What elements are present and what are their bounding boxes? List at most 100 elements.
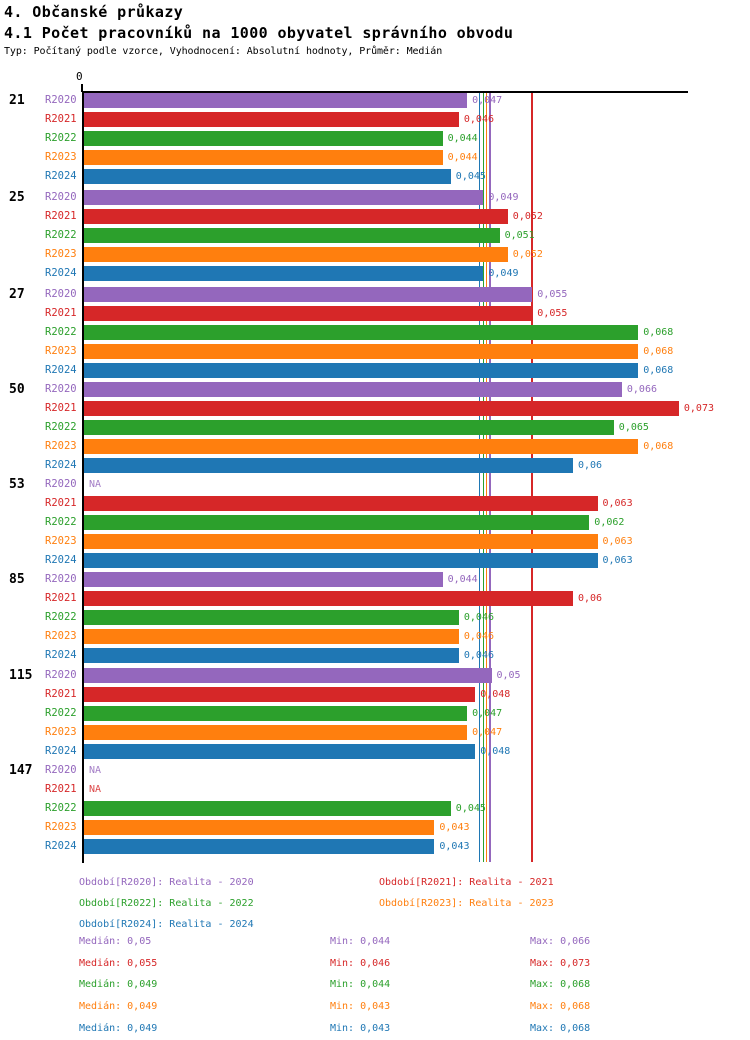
x-axis-line [84,91,688,93]
series-label-r2023: R2023 [45,345,77,357]
bar-r2023-group-21 [84,150,443,165]
series-label-r2024: R2024 [45,267,77,279]
bar-value-label: 0,044 [447,574,478,585]
bar-r2023-group-27 [84,344,639,359]
bar-value-label: 0,046 [463,114,494,125]
bar-value-label: 0,063 [602,555,633,566]
bar-r2022-group-85 [84,610,459,625]
bar-r2024-group-147 [84,839,435,854]
series-label-r2023: R2023 [45,248,77,260]
bar-value-label: 0,046 [463,631,494,642]
median-line-r2020 [489,93,491,862]
median-line-r2021 [531,93,533,862]
series-label-r2021: R2021 [45,210,77,222]
bar-value-label: 0,048 [480,746,511,757]
bar-r2024-group-25 [84,266,484,281]
bar-value-label: 0,073 [683,403,714,414]
bar-r2020-group-50 [84,382,622,397]
bar-value-label: 0,046 [463,650,494,661]
series-label-r2021: R2021 [45,402,77,414]
legend-item-r2023: Období[R2023]: Realita - 2023 [379,898,554,909]
stat-min-r2023: Min: 0,043 [330,1001,391,1012]
stat-min-r2022: Min: 0,044 [330,979,391,990]
bar-r2022-group-115 [84,706,468,721]
stat-max-r2024: Max: 0,068 [530,1023,591,1034]
series-label-r2020: R2020 [45,191,77,203]
bar-value-label: 0,063 [602,498,633,509]
bar-r2020-group-115 [84,668,492,683]
na-label: NA [89,784,102,795]
stat-min-r2021: Min: 0,046 [330,958,391,969]
bar-r2024-group-27 [84,363,639,378]
series-label-r2022: R2022 [45,132,77,144]
bar-value-label: 0,068 [643,346,674,357]
stat-median-r2022: Medián: 0,049 [79,979,158,990]
series-label-r2020: R2020 [45,383,77,395]
bar-value-label: 0,066 [626,384,657,395]
stat-max-r2023: Max: 0,068 [530,1001,591,1012]
bar-value-label: 0,045 [455,803,486,814]
bar-r2021-group-21 [84,112,459,127]
group-label-27: 27 [9,287,25,302]
series-label-r2024: R2024 [45,649,77,661]
stat-max-r2022: Max: 0,068 [530,979,591,990]
bar-r2021-group-50 [84,401,679,416]
series-label-r2021: R2021 [45,688,77,700]
series-label-r2023: R2023 [45,535,77,547]
bar-r2024-group-85 [84,648,459,663]
bar-value-label: 0,068 [643,365,674,376]
x-axis-zero-tick [81,84,83,92]
legend-item-r2024: Období[R2024]: Realita - 2024 [79,919,254,930]
bar-r2023-group-50 [84,439,639,454]
stat-median-r2024: Medián: 0,049 [79,1023,158,1034]
bar-r2023-group-147 [84,820,435,835]
bar-value-label: 0,052 [512,211,543,222]
bar-value-label: 0,06 [578,593,603,604]
bar-value-label: 0,055 [537,308,568,319]
series-label-r2022: R2022 [45,229,77,241]
bar-r2022-group-53 [84,515,590,530]
bar-r2022-group-25 [84,228,500,243]
bar-value-label: 0,065 [618,422,649,433]
median-line-r2024 [478,93,480,862]
series-label-r2020: R2020 [45,94,77,106]
series-label-r2022: R2022 [45,802,77,814]
group-label-21: 21 [9,93,25,108]
series-label-r2021: R2021 [45,307,77,319]
group-label-115: 115 [9,668,33,683]
bar-r2020-group-21 [84,93,468,108]
legend-item-r2020: Období[R2020]: Realita - 2020 [79,877,254,888]
group-label-147: 147 [9,763,33,778]
bar-value-label: 0,044 [447,133,478,144]
bar-value-label: 0,043 [439,841,470,852]
median-line-r2023 [485,93,488,862]
series-label-r2021: R2021 [45,497,77,509]
bar-value-label: 0,049 [488,192,519,203]
bar-value-label: 0,063 [602,536,633,547]
bar-r2022-group-147 [84,801,451,816]
chart-title: 4.1 Počet pracovníků na 1000 obyvatel sp… [4,24,514,42]
bar-r2022-group-50 [84,420,614,435]
x-axis-zero-label: 0 [76,70,83,83]
bar-value-label: 0,047 [472,708,503,719]
series-label-r2023: R2023 [45,630,77,642]
chart-subtitle: Typ: Počítaný podle vzorce, Vyhodnocení:… [4,46,443,57]
bar-r2021-group-85 [84,591,573,606]
group-label-85: 85 [9,572,25,587]
series-label-r2024: R2024 [45,459,77,471]
series-label-r2022: R2022 [45,707,77,719]
stat-median-r2021: Medián: 0,055 [79,958,158,969]
series-label-r2020: R2020 [45,288,77,300]
bar-r2024-group-50 [84,458,573,473]
series-label-r2024: R2024 [45,745,77,757]
bar-r2023-group-115 [84,725,468,740]
bar-value-label: 0,047 [472,727,503,738]
y-axis-line [82,91,84,863]
series-label-r2020: R2020 [45,764,77,776]
bar-r2023-group-25 [84,247,508,262]
series-label-r2023: R2023 [45,440,77,452]
series-label-r2024: R2024 [45,840,77,852]
series-label-r2024: R2024 [45,554,77,566]
series-label-r2022: R2022 [45,421,77,433]
